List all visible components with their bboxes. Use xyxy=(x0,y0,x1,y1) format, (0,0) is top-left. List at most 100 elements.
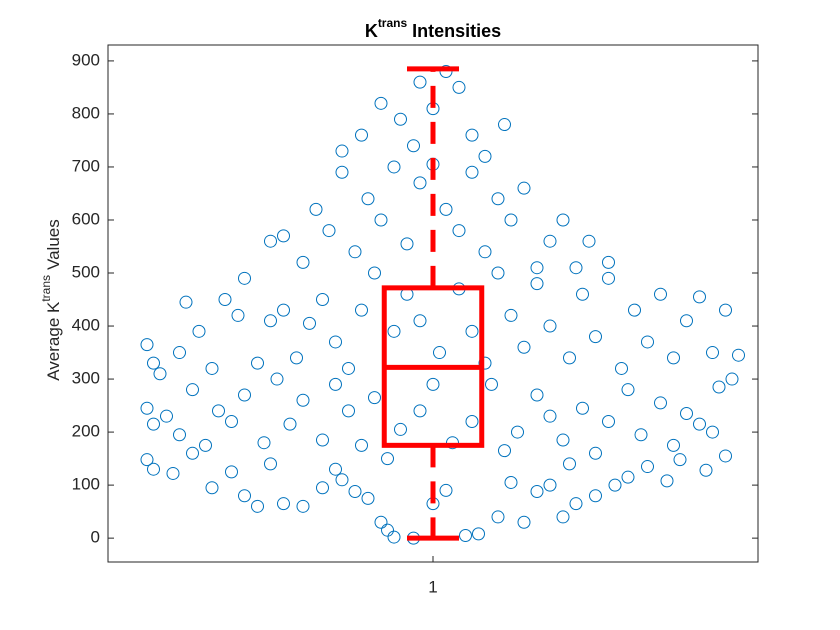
scatter-point xyxy=(706,346,719,360)
ylabel-rest: Values xyxy=(44,219,63,270)
ylabel-sup: trans xyxy=(39,275,53,302)
scatter-point xyxy=(602,271,615,285)
scatter-point xyxy=(693,417,706,431)
y-tick-label: 100 xyxy=(72,475,100,494)
scatter-point xyxy=(452,224,466,238)
scatter-point xyxy=(231,308,245,322)
scatter-point xyxy=(732,348,745,362)
scatter-point xyxy=(569,261,583,275)
title-sup: trans xyxy=(378,16,408,30)
scatter-point xyxy=(491,192,505,206)
scatter-point xyxy=(173,428,186,442)
scatter-point xyxy=(361,491,375,505)
scatter-point xyxy=(335,165,349,179)
scatter-point xyxy=(621,383,635,397)
scatter-point xyxy=(335,473,349,487)
scatter-point xyxy=(563,457,576,471)
scatter-point xyxy=(608,478,622,492)
scatter-point xyxy=(615,361,628,375)
scatter-point xyxy=(316,293,329,307)
scatter-point xyxy=(712,380,726,394)
scatter-point xyxy=(186,446,199,460)
scatter-point xyxy=(517,340,531,354)
scatter-point xyxy=(602,414,615,428)
scatter-point xyxy=(251,499,264,513)
scatter-point xyxy=(478,356,492,370)
scatter-point xyxy=(355,438,368,452)
scatter-point xyxy=(465,324,479,338)
y-tick-label: 200 xyxy=(72,422,100,441)
scatter-point xyxy=(147,462,160,476)
scatter-point xyxy=(160,409,173,423)
scatter-point xyxy=(680,314,693,328)
scatter-point xyxy=(186,383,199,397)
scatter-point xyxy=(140,453,154,467)
scatter-point xyxy=(329,377,342,391)
scatter-point xyxy=(413,404,427,418)
scatter-point xyxy=(673,453,687,467)
title-rest: Intensities xyxy=(412,21,501,41)
scatter-point xyxy=(192,324,206,338)
scatter-point xyxy=(264,457,277,471)
scatter-point xyxy=(589,446,602,460)
scatter-point xyxy=(335,144,349,158)
scatter-point xyxy=(413,176,427,190)
y-tick-label: 500 xyxy=(72,262,100,281)
scatter-point xyxy=(277,229,290,243)
scatter-point xyxy=(238,489,251,503)
scatter-point xyxy=(504,308,518,322)
scatter-point xyxy=(394,422,407,436)
chart-title: Ktrans Intensities xyxy=(365,16,501,41)
scatter-point xyxy=(654,287,667,301)
scatter-point xyxy=(439,202,453,216)
scatter-point xyxy=(205,361,219,375)
scatter-point xyxy=(329,335,342,349)
scatter-point xyxy=(368,266,381,280)
scatter-point xyxy=(511,425,524,439)
y-tick-label: 900 xyxy=(72,50,100,69)
scatter-point xyxy=(316,481,329,495)
y-tick-label: 700 xyxy=(72,156,100,175)
scatter-point xyxy=(589,489,602,503)
y-tick-label: 300 xyxy=(72,369,100,388)
scatter-point xyxy=(719,449,732,463)
scatter-point xyxy=(530,261,544,275)
scatter-point xyxy=(257,436,271,450)
scatter-point xyxy=(309,202,323,216)
scatter-point xyxy=(407,139,420,153)
scatter-point xyxy=(348,484,362,498)
scatter-point xyxy=(342,404,355,418)
scatter-point xyxy=(498,118,511,132)
scatter-point xyxy=(556,510,570,524)
scatter-point xyxy=(439,483,453,497)
scatter-point xyxy=(504,213,518,227)
scatter-point xyxy=(530,277,544,291)
scatter-point xyxy=(394,112,407,126)
scatter-point xyxy=(478,245,492,259)
scatter-point xyxy=(277,497,290,511)
scatter-point xyxy=(387,530,401,544)
scatter-point xyxy=(218,293,232,307)
scatter-point xyxy=(205,481,219,495)
x-tick-label: 1 xyxy=(428,577,437,596)
scatter-point xyxy=(485,377,498,391)
scatter-point xyxy=(602,255,615,269)
scatter-point xyxy=(530,484,544,498)
scatter-point xyxy=(238,388,251,402)
scatter-point xyxy=(576,287,589,301)
scatter-point xyxy=(641,335,654,349)
scatter-point xyxy=(465,414,479,428)
scatter-point xyxy=(569,497,583,511)
scatter-point xyxy=(621,470,635,484)
scatter-point xyxy=(387,324,401,338)
scatter-point xyxy=(238,271,251,285)
scatter-point xyxy=(426,377,440,391)
title-base: K xyxy=(365,21,378,41)
scatter-point xyxy=(264,234,277,248)
scatter-point xyxy=(634,428,648,442)
scatter-point xyxy=(251,356,264,370)
scatter-point xyxy=(212,404,225,418)
scatter-point xyxy=(563,351,576,365)
scatter-point xyxy=(303,316,316,330)
scatter-point xyxy=(706,425,719,439)
